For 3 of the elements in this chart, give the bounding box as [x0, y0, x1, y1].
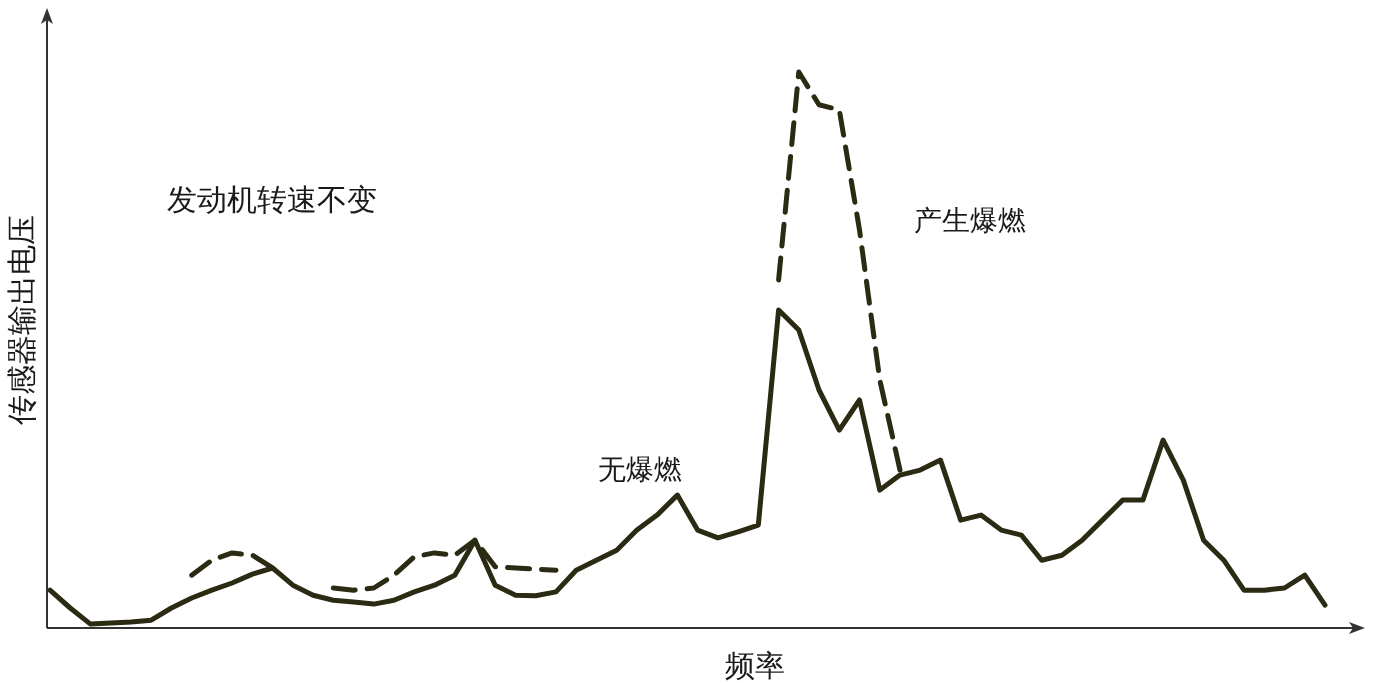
xlabel: 频率 [725, 649, 785, 682]
annotation: 发动机转速不变 [167, 183, 377, 216]
ylabel: 传感器输出电压 [5, 215, 38, 425]
